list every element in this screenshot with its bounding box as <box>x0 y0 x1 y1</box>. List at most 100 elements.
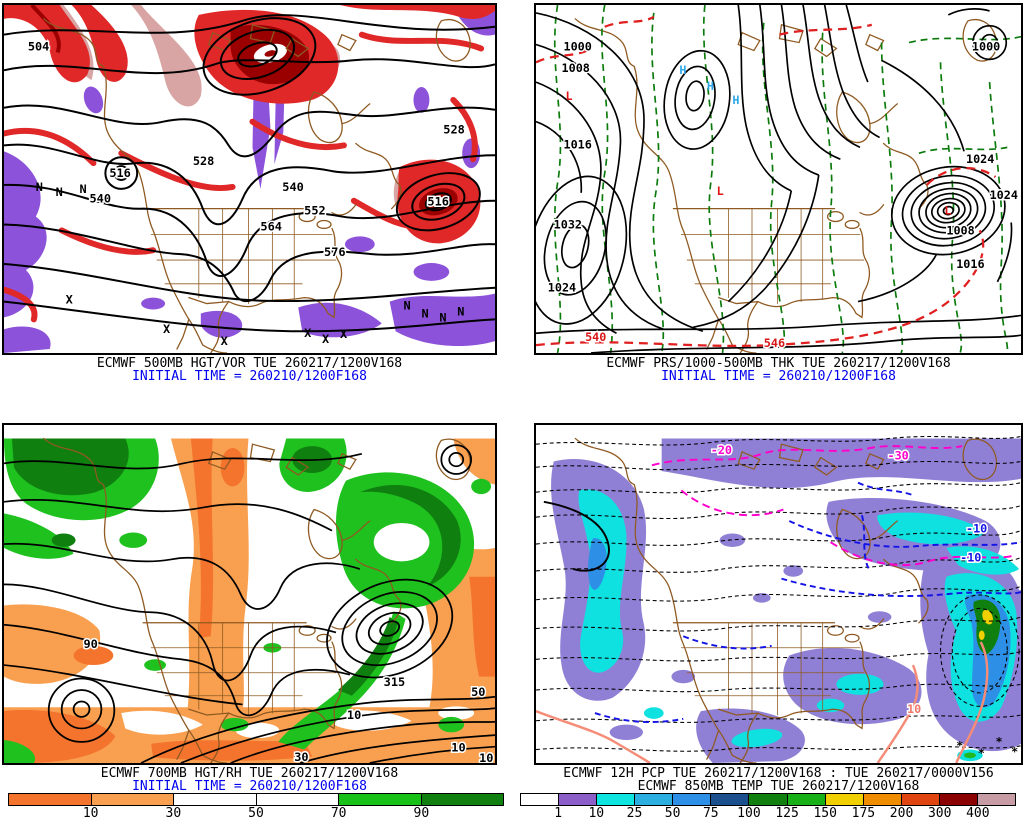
colorbar-tick-label: 50 <box>248 806 264 821</box>
colorbar-tick-label: 125 <box>775 806 799 821</box>
svg-text:*: * <box>1011 744 1018 758</box>
map-700mb-hgt-rh: 315 10 50 10 30 90 10 <box>2 423 497 765</box>
svg-text:H: H <box>732 93 739 107</box>
svg-text:1016: 1016 <box>956 257 984 271</box>
colorbar-segment <box>748 794 787 805</box>
colorbar-segment <box>558 794 597 805</box>
height-contour-labels: 504 516 528 540 552 564 576 516 528 540 <box>26 38 466 261</box>
isobar-contours-layer <box>536 5 1021 353</box>
colorbar-tick-label: 30 <box>165 806 182 821</box>
panel-700mb-hgt-rh: 315 10 50 10 30 90 10 ECMWF 700MB HGT/RH… <box>0 410 512 821</box>
svg-text:516: 516 <box>109 166 131 180</box>
colorbar-tick-label: 175 <box>851 806 876 821</box>
colorbar-tick-label: 10 <box>588 806 605 821</box>
svg-text:1024: 1024 <box>966 152 994 166</box>
colorbar-tick-label: 100 <box>737 806 761 821</box>
height-contours-layer <box>4 444 495 763</box>
colorbar-segment <box>976 794 1016 805</box>
snow-symbols: * * * * <box>956 735 1018 760</box>
pcp-colorbar-segments <box>521 794 1016 805</box>
rh-colorbar <box>8 793 504 806</box>
svg-text:576: 576 <box>324 245 346 259</box>
svg-text:-10: -10 <box>966 522 987 536</box>
colorbar-segment <box>786 794 825 805</box>
colorbar-segment <box>173 794 256 805</box>
svg-text:X: X <box>221 334 228 348</box>
svg-text:1000: 1000 <box>972 39 1000 53</box>
colorbar-segment <box>824 794 863 805</box>
colorbar-segment <box>900 794 939 805</box>
svg-text:H: H <box>679 63 686 77</box>
colorbar-segment <box>710 794 749 805</box>
panel-500mb-hgt-vor: 504 516 528 540 552 564 576 516 528 540 … <box>0 0 512 409</box>
colorbar-segment <box>634 794 673 805</box>
svg-text:516: 516 <box>427 195 449 209</box>
svg-text:564: 564 <box>260 219 282 233</box>
svg-text:504: 504 <box>28 40 50 54</box>
svg-text:50: 50 <box>471 685 485 699</box>
panel-pcp-850temp: -20 -30 -10 -10 10 * * * * ECMWF 12H PCP… <box>512 410 1024 821</box>
svg-text:315: 315 <box>384 675 406 689</box>
svg-text:X: X <box>322 332 329 346</box>
colorbar-tick-label: 400 <box>966 806 990 821</box>
svg-text:10: 10 <box>347 708 361 722</box>
colorbar-tick-label: 150 <box>813 806 837 821</box>
map-prs-thickness: 1032 1024 1016 1008 1000 1024 1024 1008 … <box>534 3 1023 355</box>
svg-text:1024: 1024 <box>990 188 1018 202</box>
map-500mb-hgt-vor: 504 516 528 540 552 564 576 516 528 540 … <box>2 3 497 355</box>
svg-text:10: 10 <box>451 741 465 755</box>
svg-text:N: N <box>439 310 446 324</box>
colorbar-tick-label: 300 <box>927 806 952 821</box>
svg-text:N: N <box>56 185 63 199</box>
svg-text:L: L <box>717 184 724 198</box>
panel2-initial-time: INITIAL TIME = 260210/1200F168 <box>661 369 896 384</box>
svg-text:*: * <box>995 735 1002 749</box>
rh-colorbar-segments <box>9 794 503 805</box>
svg-text:30: 30 <box>294 750 308 763</box>
svg-text:540: 540 <box>585 330 606 344</box>
colorbar-segment <box>9 794 91 805</box>
svg-text:10: 10 <box>479 751 493 763</box>
svg-text:90: 90 <box>84 637 98 651</box>
svg-text:X: X <box>340 327 347 341</box>
svg-text:N: N <box>457 304 464 318</box>
svg-text:1008: 1008 <box>562 61 590 75</box>
svg-text:N: N <box>421 306 428 320</box>
temp-contour-labels: -20 -30 -10 -10 10 <box>709 441 988 717</box>
colorbar-segment <box>672 794 711 805</box>
svg-text:-30: -30 <box>887 449 908 463</box>
svg-text:*: * <box>956 739 963 753</box>
svg-text:-10: -10 <box>960 550 981 564</box>
svg-text:N: N <box>36 180 43 194</box>
svg-text:528: 528 <box>443 123 465 137</box>
colorbar-tick-label: 25 <box>626 806 643 821</box>
svg-text:540: 540 <box>89 192 111 206</box>
panel3-initial-time: INITIAL TIME = 260210/1200F168 <box>132 779 367 794</box>
svg-text:552: 552 <box>304 204 326 218</box>
svg-text:1032: 1032 <box>554 217 582 231</box>
colorbar-segment <box>338 794 421 805</box>
svg-text:L: L <box>944 204 951 218</box>
colorbar-tick-label: 200 <box>889 806 914 821</box>
colorbar-tick-label: 1 <box>554 806 563 821</box>
colorbar-tick-label: 10 <box>82 806 99 821</box>
svg-text:1016: 1016 <box>563 137 591 151</box>
colorbar-tick-label: 90 <box>413 806 430 821</box>
vorticity-max-symbols: X X X X X X <box>66 293 347 348</box>
thickness-critical-contours <box>536 15 997 348</box>
colorbar-segment <box>420 794 503 805</box>
temp-blue-contours <box>594 481 1021 724</box>
svg-text:X: X <box>163 322 170 336</box>
svg-text:*: * <box>978 746 985 760</box>
svg-text:-20: -20 <box>711 443 732 457</box>
thickness-contours-layer <box>553 5 1021 353</box>
colorbar-segment <box>521 794 559 805</box>
colorbar-segment <box>255 794 338 805</box>
svg-text:1008: 1008 <box>946 223 974 237</box>
rh-colorbar-labels: 10 30 50 70 90 <box>8 806 504 821</box>
precip-shading-layer <box>551 438 1021 763</box>
colorbar-tick-label: 70 <box>330 806 347 821</box>
colorbar-segment <box>90 794 173 805</box>
temp-zero-solid-contour <box>543 500 610 572</box>
colorbar-segment <box>862 794 901 805</box>
